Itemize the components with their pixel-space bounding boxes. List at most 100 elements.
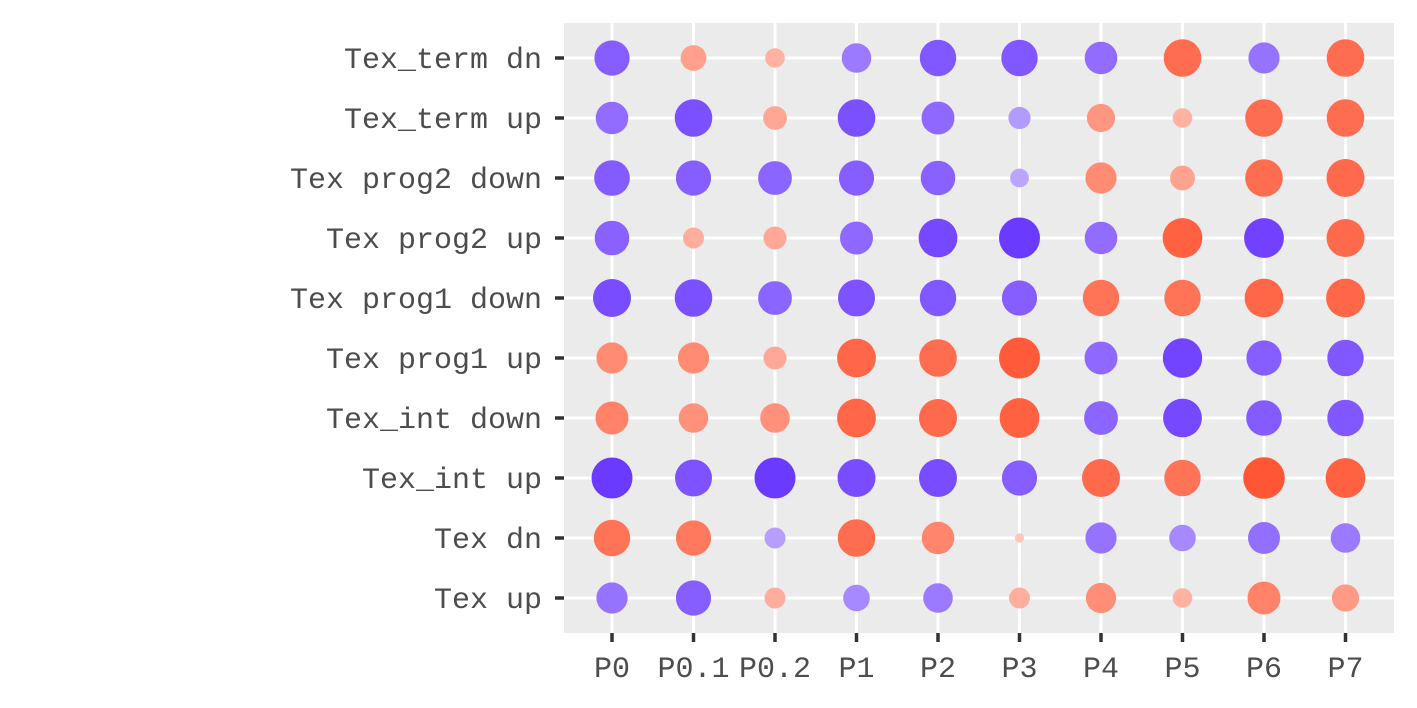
data-point <box>593 519 631 557</box>
data-point <box>1330 523 1361 553</box>
data-point <box>594 40 630 76</box>
data-point <box>1082 279 1120 317</box>
data-point <box>837 338 876 378</box>
data-point <box>674 99 713 137</box>
data-point <box>591 457 633 499</box>
data-point <box>1326 278 1365 318</box>
data-point <box>919 459 957 497</box>
data-point <box>1014 533 1025 543</box>
data-point <box>1326 219 1365 257</box>
data-point <box>1001 280 1038 316</box>
data-point <box>921 521 955 555</box>
x-tick-label: P0.1 <box>657 653 729 687</box>
data-point <box>843 584 870 612</box>
data-point <box>1085 582 1117 614</box>
data-point <box>837 519 876 557</box>
data-point <box>1164 459 1201 497</box>
x-tick-label: P0.2 <box>739 653 811 687</box>
data-point <box>920 160 956 196</box>
x-tick-label: P2 <box>920 653 956 687</box>
y-tick-label: Tex dn <box>434 524 542 558</box>
x-tick-label: P5 <box>1164 653 1200 687</box>
data-point <box>1086 103 1116 133</box>
data-point <box>1001 39 1038 77</box>
y-axis: Tex up Tex dn Tex_int up Tex_int down Tex pr… <box>290 44 564 618</box>
y-tick-label: Tex_term dn <box>344 44 542 78</box>
y-tick-label: Tex_term up <box>344 104 542 138</box>
y-tick-label: Tex_int up <box>362 464 542 498</box>
y-tick-label: Tex prog1 down <box>290 284 542 318</box>
data-point <box>1244 278 1284 318</box>
data-point <box>677 342 710 374</box>
x-tick-label: P3 <box>1001 653 1037 687</box>
data-point <box>1163 39 1202 77</box>
data-point <box>1163 398 1202 438</box>
data-point <box>999 217 1040 259</box>
x-tick-label: P0 <box>594 653 630 687</box>
data-point <box>1247 581 1281 615</box>
data-point <box>999 398 1040 438</box>
data-point <box>1246 400 1282 436</box>
data-point <box>595 401 629 435</box>
data-point <box>1327 339 1364 377</box>
data-point <box>758 281 792 315</box>
data-point <box>840 221 873 255</box>
data-point <box>683 227 704 249</box>
data-point <box>1010 168 1029 188</box>
data-point <box>675 160 712 196</box>
data-point <box>595 101 629 135</box>
data-point <box>923 583 953 613</box>
data-point <box>596 582 628 614</box>
data-point <box>1248 522 1280 554</box>
data-point <box>1001 460 1038 496</box>
data-point <box>1008 106 1031 130</box>
data-point <box>1172 588 1193 608</box>
data-point <box>763 346 787 370</box>
data-point <box>760 403 790 433</box>
data-point <box>758 161 792 195</box>
data-point <box>1326 159 1365 197</box>
data-point <box>1084 221 1118 255</box>
data-point <box>594 160 630 196</box>
data-point <box>1243 457 1285 499</box>
data-point <box>763 106 787 130</box>
data-point <box>1084 401 1118 435</box>
data-point <box>675 520 712 556</box>
data-point <box>765 48 785 68</box>
data-point <box>921 101 955 135</box>
x-tick-label: P1 <box>838 653 874 687</box>
data-points <box>591 39 1366 616</box>
data-point <box>1244 218 1284 258</box>
data-point <box>680 45 707 71</box>
y-tick-label: Tex up <box>434 584 542 618</box>
data-point <box>1169 524 1196 552</box>
data-point <box>1326 39 1365 77</box>
x-tick-label: P7 <box>1327 653 1363 687</box>
data-point <box>763 226 787 250</box>
data-point <box>675 459 712 497</box>
data-point <box>594 220 630 256</box>
data-point <box>1326 99 1365 137</box>
data-point <box>593 279 631 317</box>
y-tick-label: Tex prog2 up <box>326 224 542 258</box>
data-point <box>1331 584 1360 612</box>
x-tick-label: P6 <box>1246 653 1282 687</box>
y-tick-label: Tex prog1 up <box>326 344 542 378</box>
y-tick-label: Tex prog2 down <box>290 164 542 198</box>
data-point <box>838 279 875 317</box>
data-point <box>1327 399 1364 437</box>
data-point <box>1245 159 1283 197</box>
data-point <box>678 403 709 433</box>
data-point <box>919 399 957 437</box>
data-point <box>764 587 786 609</box>
data-point <box>1172 108 1193 128</box>
data-point <box>1245 99 1283 137</box>
data-point <box>999 337 1040 379</box>
data-point <box>838 160 875 196</box>
data-point <box>919 279 957 317</box>
data-point <box>1325 458 1366 498</box>
data-point <box>675 580 712 616</box>
x-axis: P0 P0.1 P0.2 P1 P2 P3 P4 P5 P6 P7 <box>594 633 1364 687</box>
data-point <box>1085 522 1117 554</box>
